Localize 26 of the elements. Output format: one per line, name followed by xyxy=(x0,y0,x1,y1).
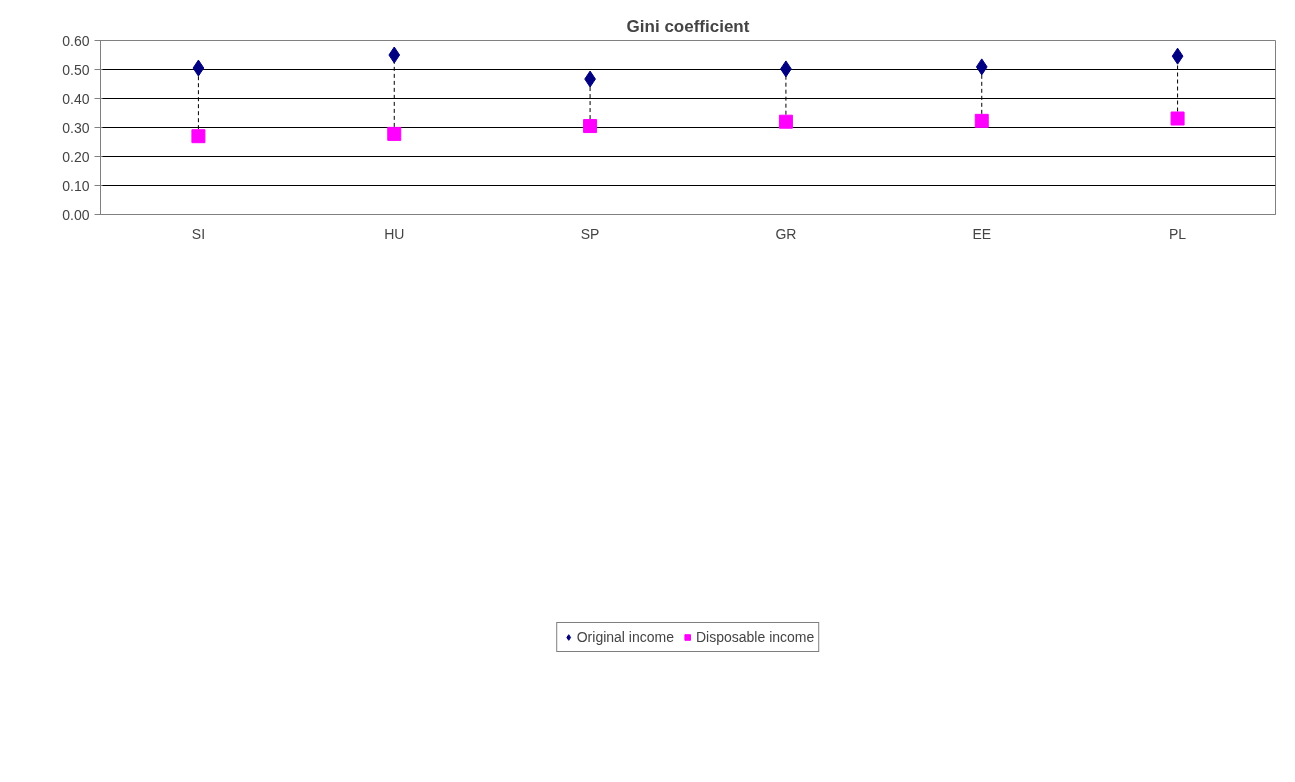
chart-title: Gini coefficient xyxy=(626,16,750,36)
point xyxy=(1171,47,1184,65)
y-tick-label: 0.50 xyxy=(62,61,90,78)
legend-label: Disposable income xyxy=(695,629,815,645)
x-tick-label: SP xyxy=(580,225,600,242)
point xyxy=(975,58,988,76)
point xyxy=(191,129,206,144)
x-tick-label: HU xyxy=(384,225,405,242)
point xyxy=(388,46,401,64)
y-tick-label: 0.30 xyxy=(62,119,90,136)
point xyxy=(387,126,402,141)
x-tick-label: PL xyxy=(1169,225,1187,242)
y-tick-label: 0.40 xyxy=(62,90,90,107)
point xyxy=(192,59,205,77)
point xyxy=(778,114,793,129)
point xyxy=(583,119,598,134)
y-tick-label: 0.60 xyxy=(62,32,90,49)
x-tick-label: GR xyxy=(775,225,797,242)
point xyxy=(974,113,989,128)
point xyxy=(1170,111,1185,126)
y-tick-label: 0.20 xyxy=(62,148,90,165)
y-tick-label: 0.00 xyxy=(62,206,90,223)
y-tick-label: 0.10 xyxy=(62,177,90,194)
x-tick-label: EE xyxy=(972,225,992,242)
x-tick-label: SI xyxy=(191,225,206,242)
legend-label: Original income xyxy=(576,629,674,645)
